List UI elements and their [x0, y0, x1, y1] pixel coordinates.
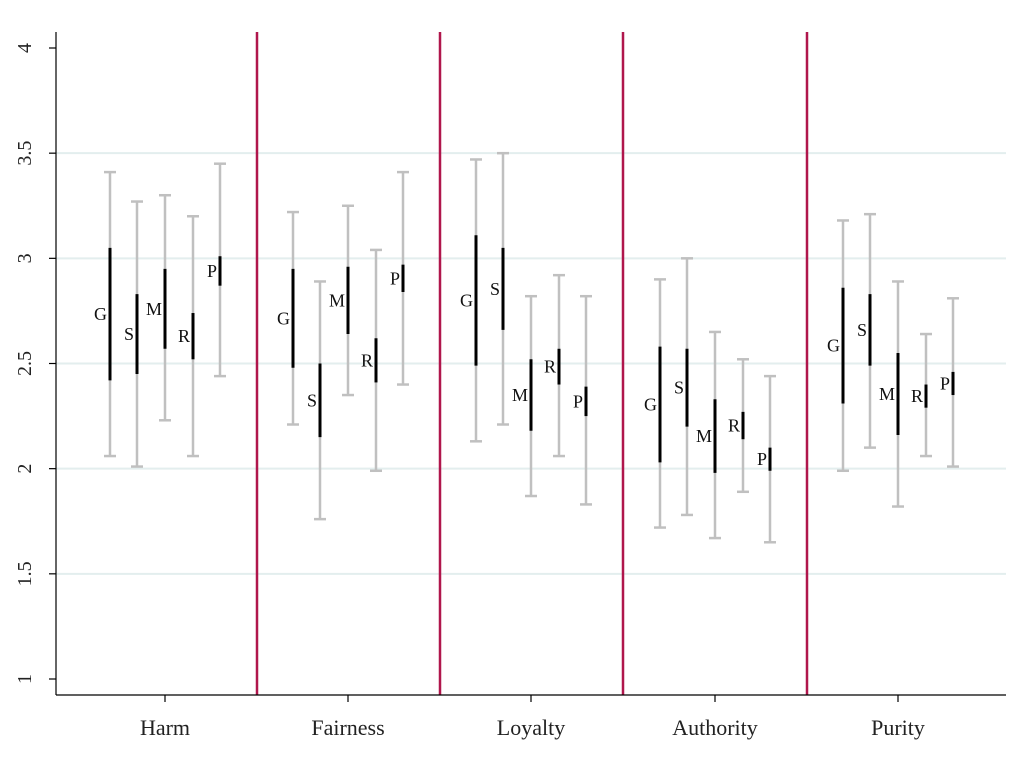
x-tick-label: Harm — [140, 715, 190, 740]
x-tick-label: Fairness — [311, 715, 384, 740]
point-label: P — [207, 261, 217, 281]
y-tick-label: 2 — [14, 464, 36, 474]
point-label: G — [460, 290, 473, 310]
x-tick-label: Loyalty — [497, 715, 565, 740]
point-label: M — [146, 299, 162, 319]
point-label: P — [757, 449, 767, 469]
point-label: G — [94, 304, 107, 324]
y-tick-label: 4 — [14, 43, 36, 53]
point-label: S — [490, 279, 500, 299]
y-tick-label: 3 — [14, 253, 36, 263]
point-label: M — [512, 385, 528, 405]
group-separators — [255, 32, 809, 695]
point-label: P — [940, 373, 950, 393]
error-bars — [104, 151, 959, 544]
axes: 1 1.5 2 2.5 3 3.5 4 Harm Fairness Loyalty Authorit… — [14, 32, 1006, 740]
point-label: S — [307, 390, 317, 410]
point-label: M — [329, 290, 345, 310]
point-label: G — [277, 308, 290, 328]
y-tick-label: 2.5 — [14, 351, 36, 376]
y-tick-label: 1 — [14, 674, 36, 684]
y-tick-label: 1.5 — [14, 561, 36, 586]
point-label: P — [390, 268, 400, 288]
point-label: R — [178, 326, 190, 346]
point-label: G — [827, 336, 840, 356]
point-label: P — [573, 391, 583, 411]
point-label: R — [361, 350, 373, 370]
point-label: G — [644, 395, 657, 415]
y-tick-label: 3.5 — [14, 141, 36, 166]
point-label: R — [728, 416, 740, 436]
point-label: R — [911, 386, 923, 406]
x-tick-label: Authority — [672, 715, 758, 740]
x-tick-label: Purity — [871, 715, 925, 740]
point-label: M — [879, 384, 895, 404]
point-label: S — [124, 324, 134, 344]
point-label: S — [857, 320, 867, 340]
point-label: M — [696, 426, 712, 446]
point-label: S — [674, 378, 684, 398]
point-label: R — [544, 357, 556, 377]
